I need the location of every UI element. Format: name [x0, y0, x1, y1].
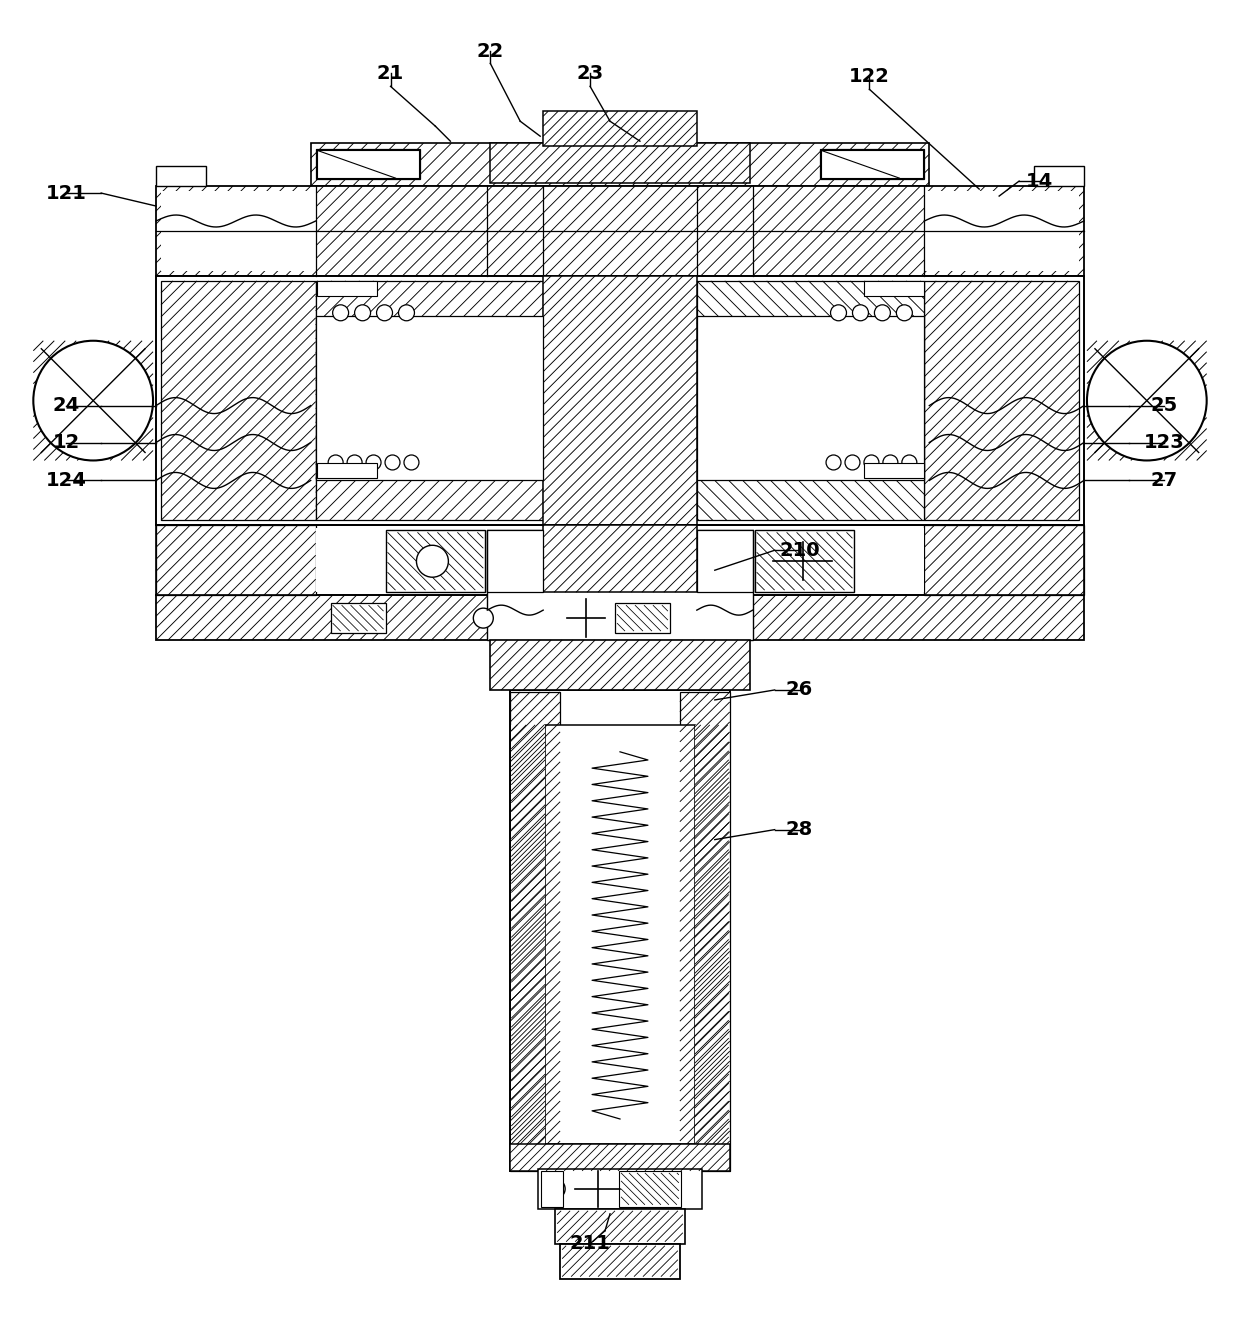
Circle shape	[417, 545, 449, 578]
Polygon shape	[924, 192, 1079, 271]
Polygon shape	[510, 690, 730, 1171]
Text: 211: 211	[569, 1234, 610, 1253]
Polygon shape	[316, 149, 420, 180]
Circle shape	[355, 304, 371, 320]
Polygon shape	[156, 166, 206, 186]
Polygon shape	[388, 532, 484, 590]
Text: 123: 123	[1143, 433, 1184, 452]
Polygon shape	[311, 143, 929, 186]
Circle shape	[546, 1179, 565, 1199]
Polygon shape	[490, 143, 750, 184]
Polygon shape	[161, 192, 316, 271]
Polygon shape	[156, 595, 1084, 641]
Polygon shape	[924, 525, 1084, 595]
Polygon shape	[697, 316, 924, 481]
Circle shape	[377, 304, 393, 320]
Circle shape	[897, 304, 913, 320]
Polygon shape	[543, 111, 697, 146]
Polygon shape	[316, 464, 377, 478]
Polygon shape	[511, 725, 546, 1144]
Circle shape	[404, 456, 419, 470]
Polygon shape	[33, 340, 153, 461]
Circle shape	[844, 456, 861, 470]
Polygon shape	[510, 691, 560, 1171]
Circle shape	[33, 340, 153, 461]
Circle shape	[329, 456, 343, 470]
Polygon shape	[316, 281, 543, 520]
Text: 22: 22	[476, 42, 503, 60]
Text: 14: 14	[1025, 172, 1053, 190]
Polygon shape	[1034, 166, 1084, 186]
Polygon shape	[560, 1244, 680, 1278]
Circle shape	[347, 456, 362, 470]
Polygon shape	[562, 1246, 678, 1277]
Text: 210: 210	[779, 541, 820, 560]
Polygon shape	[615, 603, 670, 632]
Circle shape	[874, 304, 890, 320]
Circle shape	[831, 304, 847, 320]
Circle shape	[826, 456, 841, 470]
Polygon shape	[1087, 340, 1207, 461]
Polygon shape	[864, 281, 924, 296]
Polygon shape	[697, 531, 753, 592]
Circle shape	[474, 608, 494, 628]
Polygon shape	[619, 1171, 681, 1207]
Text: 124: 124	[46, 470, 87, 490]
Circle shape	[386, 456, 401, 470]
Polygon shape	[618, 606, 668, 631]
Text: 121: 121	[46, 184, 87, 202]
Polygon shape	[156, 276, 1084, 525]
Polygon shape	[924, 281, 1079, 520]
Polygon shape	[541, 1171, 563, 1207]
Polygon shape	[510, 1144, 730, 1171]
Text: 26: 26	[786, 681, 813, 699]
Text: 23: 23	[577, 64, 604, 83]
Polygon shape	[697, 281, 924, 520]
Polygon shape	[543, 276, 697, 525]
Circle shape	[332, 304, 348, 320]
Text: 27: 27	[1151, 470, 1177, 490]
Polygon shape	[621, 1172, 678, 1205]
Polygon shape	[156, 186, 1084, 276]
Polygon shape	[487, 531, 543, 592]
Text: 28: 28	[786, 820, 813, 839]
Text: 122: 122	[849, 67, 890, 86]
Polygon shape	[821, 150, 924, 178]
Polygon shape	[546, 725, 694, 1144]
Polygon shape	[538, 1168, 702, 1209]
Polygon shape	[332, 606, 383, 631]
Polygon shape	[487, 531, 753, 641]
Polygon shape	[316, 281, 377, 296]
Polygon shape	[697, 528, 924, 592]
Polygon shape	[541, 1171, 699, 1207]
Polygon shape	[864, 464, 924, 478]
Polygon shape	[156, 525, 316, 595]
Circle shape	[398, 304, 414, 320]
Polygon shape	[543, 525, 697, 592]
Polygon shape	[556, 1209, 684, 1244]
Polygon shape	[820, 149, 924, 180]
Polygon shape	[316, 528, 543, 592]
Circle shape	[901, 456, 916, 470]
Polygon shape	[316, 316, 543, 481]
Polygon shape	[490, 641, 750, 690]
Polygon shape	[386, 531, 485, 592]
Polygon shape	[680, 691, 730, 1171]
Polygon shape	[557, 1211, 683, 1242]
Circle shape	[1087, 340, 1207, 461]
Circle shape	[864, 456, 879, 470]
Text: 21: 21	[377, 64, 404, 83]
Polygon shape	[756, 532, 852, 590]
Polygon shape	[316, 150, 419, 178]
Text: 25: 25	[1151, 397, 1178, 415]
Circle shape	[852, 304, 868, 320]
Polygon shape	[755, 531, 854, 592]
Circle shape	[366, 456, 381, 470]
Text: 12: 12	[52, 433, 79, 452]
Polygon shape	[331, 603, 386, 632]
Polygon shape	[694, 725, 729, 1144]
Polygon shape	[161, 281, 316, 520]
Circle shape	[883, 456, 898, 470]
Text: 24: 24	[52, 397, 79, 415]
